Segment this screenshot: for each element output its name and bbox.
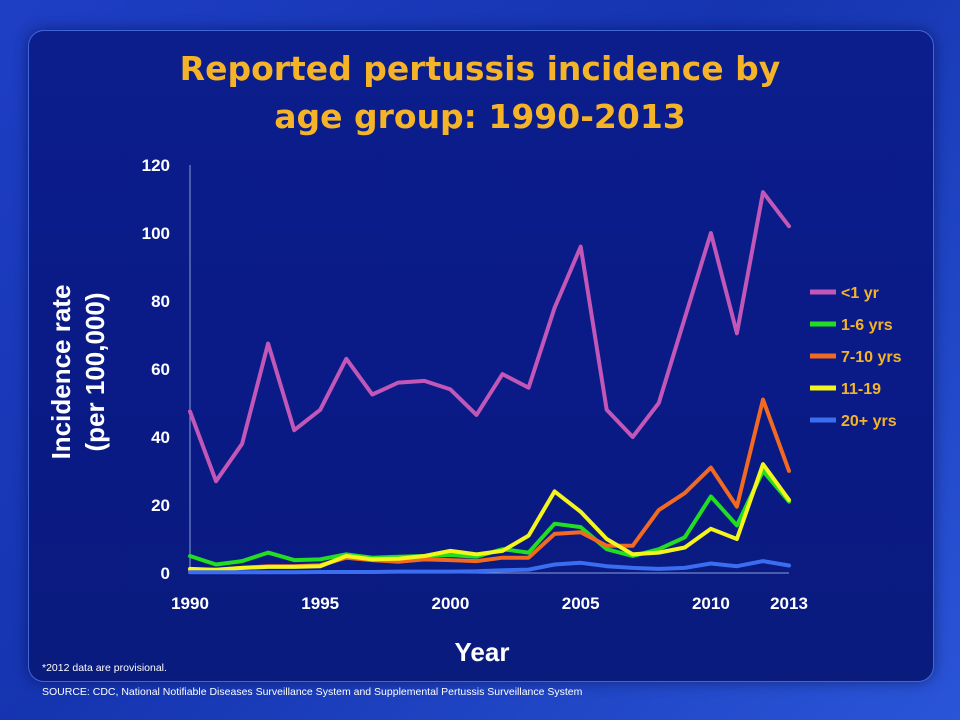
y-tick-label: 100 (142, 224, 170, 243)
footnote: *2012 data are provisional. (42, 662, 167, 674)
y-tick-label: 80 (151, 292, 170, 311)
chart-title-line-1: Reported pertussis incidence by (179, 49, 781, 88)
series-line-20-yrs (188, 559, 791, 575)
chart-series-lines (188, 190, 791, 575)
y-tick-label: 20 (151, 496, 170, 515)
legend-label: 11-19 (841, 381, 881, 398)
chart-title: Reported pertussis incidence by age grou… (0, 45, 960, 141)
legend-label: <1 yr (841, 285, 879, 302)
series-line-11-19 (188, 462, 791, 572)
y-axis-ticks: 0 20 40 60 80 100 120 (142, 156, 170, 583)
chart-legend: <1 yr 1-6 yrs 7-10 yrs 11-19 20+ yrs (810, 285, 902, 430)
series-line-7-10-yrs (188, 397, 791, 572)
legend-label: 7-10 yrs (841, 349, 902, 366)
legend-label: 20+ yrs (841, 413, 897, 430)
legend-label: 1-6 yrs (841, 317, 893, 334)
y-tick-label: 0 (161, 564, 170, 583)
x-tick-label: 2000 (432, 594, 470, 613)
x-tick-label: 1990 (171, 594, 209, 613)
y-axis-label-line-2: (per 100,000) (80, 293, 110, 452)
y-tick-label: 120 (142, 156, 170, 175)
series-line-1-6-yrs (188, 469, 791, 567)
y-axis-label-line-1: Incidence rate (46, 285, 76, 460)
x-axis-label: Year (455, 637, 510, 667)
chart-title-line-2: age group: 1990-2013 (274, 97, 686, 136)
y-tick-label: 40 (151, 428, 170, 447)
x-axis-ticks: 1990 1995 2000 2005 2010 2013 (171, 594, 808, 613)
x-tick-label: 2010 (692, 594, 730, 613)
y-tick-label: 60 (151, 360, 170, 379)
source-note: SOURCE: CDC, National Notifiable Disease… (42, 686, 583, 698)
x-tick-label: 1995 (301, 594, 339, 613)
x-tick-label: 2005 (562, 594, 600, 613)
series-line-1-yr (188, 190, 791, 484)
x-tick-label: 2013 (770, 594, 808, 613)
